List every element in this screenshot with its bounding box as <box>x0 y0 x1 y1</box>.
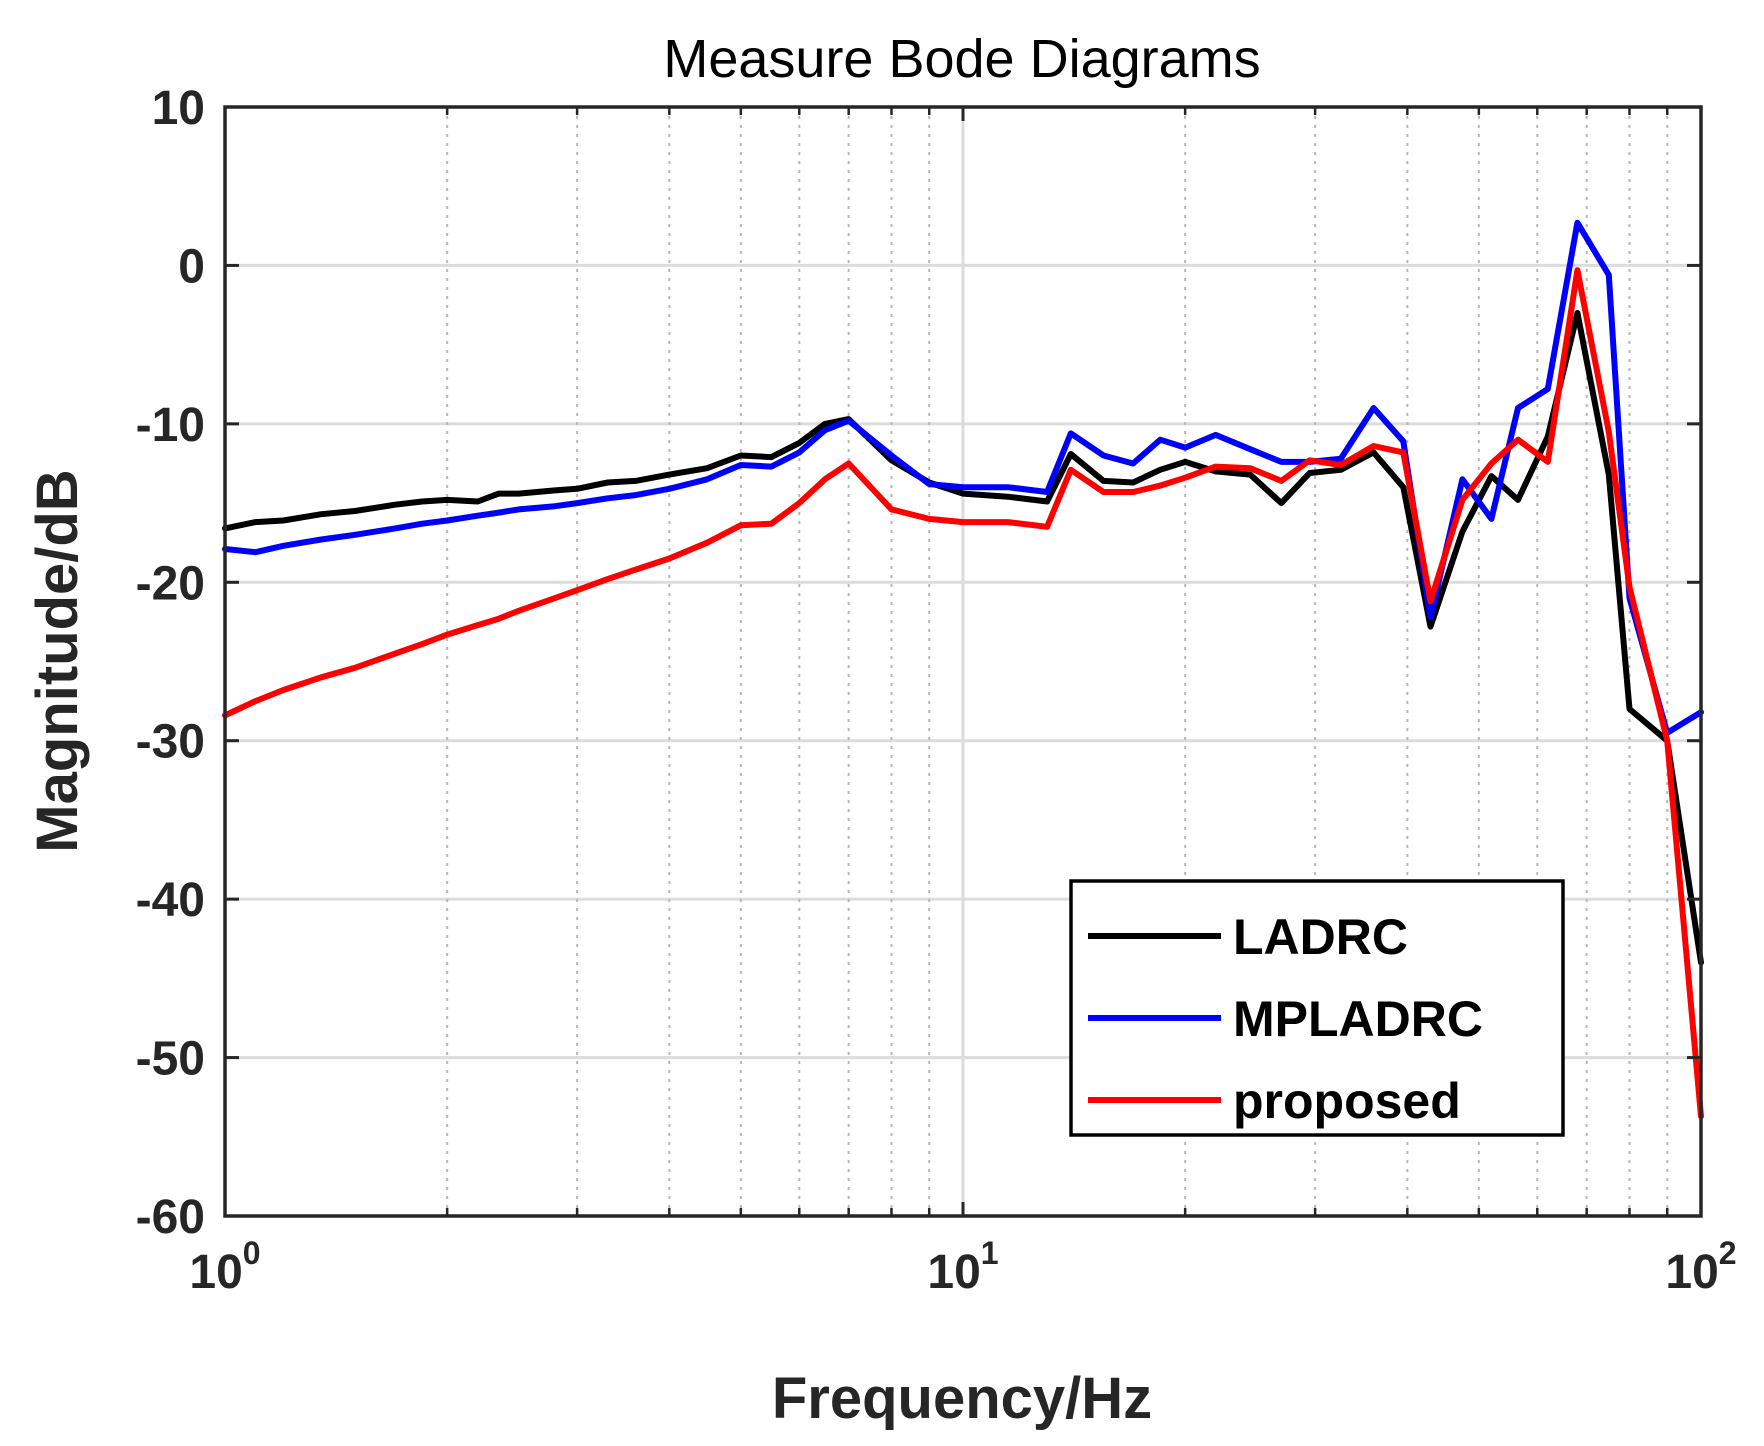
series-line-mpladrc <box>222 219 1704 736</box>
x-tick-label-base: 10 <box>927 1246 980 1299</box>
legend-label-proposed: proposed <box>1233 1073 1461 1129</box>
y-tick-label: 0 <box>178 240 205 293</box>
legend-label-mpladrc: MPLADRC <box>1233 991 1483 1047</box>
y-tick-label: -50 <box>136 1033 205 1086</box>
legend-box <box>1069 879 1565 1137</box>
legend-label-ladrc: LADRC <box>1233 909 1408 965</box>
series-line-proposed <box>222 267 1704 1120</box>
x-tick-label-exponent: 1 <box>981 1235 999 1271</box>
series-layer <box>222 219 1704 1120</box>
y-axis-label: Magnitude/dB <box>25 469 90 852</box>
legend: LADRC MPLADRC proposed <box>1069 879 1565 1137</box>
grid <box>225 107 1701 1216</box>
y-tick-label: -20 <box>136 557 205 610</box>
x-tick-label-base: 10 <box>1665 1246 1718 1299</box>
x-tick-label: 100 <box>189 1235 260 1299</box>
x-tick-label: 101 <box>927 1235 998 1299</box>
series-line-ladrc <box>222 310 1704 966</box>
x-tick-label-exponent: 0 <box>243 1235 261 1271</box>
y-tick-label: -60 <box>136 1191 205 1244</box>
chart-title: Measure Bode Diagrams <box>663 29 1260 89</box>
x-tick-label-base: 10 <box>189 1246 242 1299</box>
y-tick-label: -40 <box>136 874 205 927</box>
x-tick-label-exponent: 2 <box>1719 1235 1737 1271</box>
y-tick-label: -30 <box>136 716 205 769</box>
x-tick-label: 102 <box>1665 1235 1736 1299</box>
x-axis-label: Frequency/Hz <box>772 1366 1152 1431</box>
y-tick-label: -10 <box>136 399 205 452</box>
y-tick-label: 10 <box>152 82 205 135</box>
